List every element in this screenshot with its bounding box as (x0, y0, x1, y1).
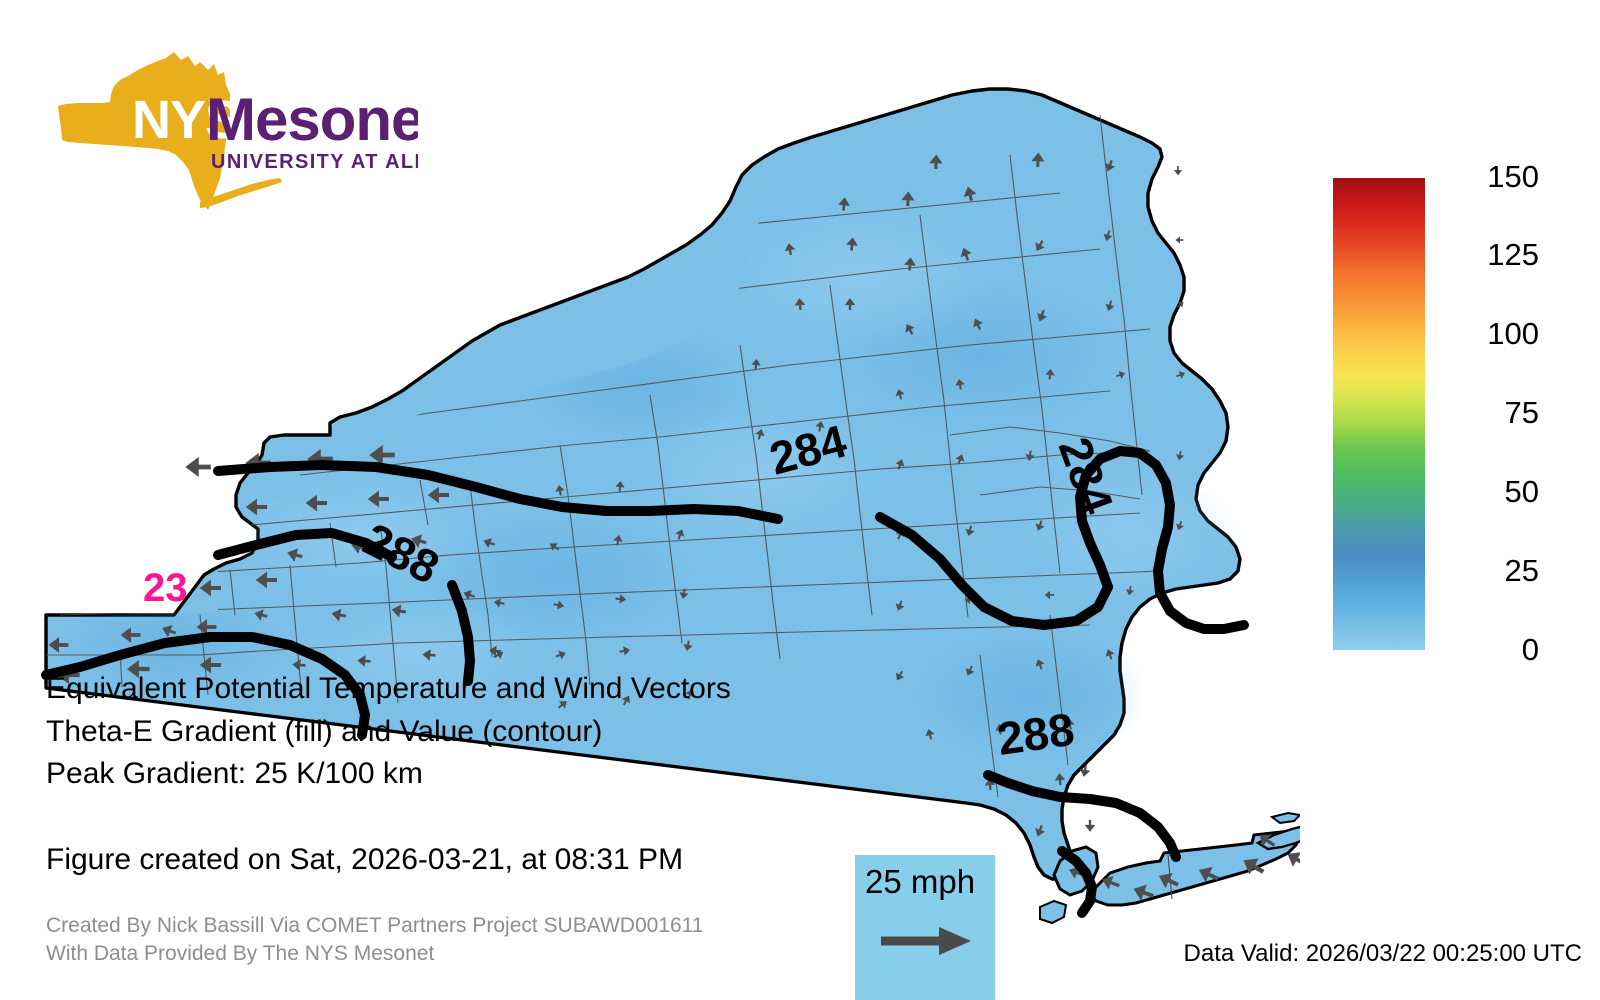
contour-284-central (213, 460, 783, 524)
peak-gradient-marker: 23 (143, 566, 188, 610)
credits-line-1: Created By Nick Bassill Via COMET Partne… (46, 914, 704, 937)
contour-288-nyc (1057, 846, 1097, 918)
colorbar-tick-125: 125 (1487, 237, 1539, 272)
long-island-polygon-east (1255, 825, 1300, 851)
shelter-island (1269, 811, 1300, 825)
colorbar-tick-25: 25 (1504, 553, 1539, 588)
contour-288-upper-tail (447, 580, 475, 686)
caption-subtitle: Theta-E Gradient (fill) and Value (conto… (46, 714, 603, 748)
county-boundaries (46, 114, 1161, 798)
credits-block: Created By Nick Bassill Via COMET Partne… (46, 912, 703, 969)
contour-284-loop (1075, 446, 1249, 634)
logo-nys-text: NYS (132, 90, 240, 150)
thetae-fill-texture (50, 205, 1240, 765)
contour-284-central-b (875, 512, 1113, 630)
caption-title: Equivalent Potential Temperature and Win… (46, 672, 731, 705)
logo-mesonet-text: Mesonet (206, 86, 418, 153)
colorbar-tick-0: 0 (1521, 632, 1539, 667)
colorbar-tick-50: 50 (1504, 474, 1539, 509)
data-valid-text: Data Valid: 2026/03/22 00:25:00 UTC (1183, 940, 1582, 967)
weather-map: 288 284 284 288 23 (0, 55, 1300, 945)
colorbar-tick-75: 75 (1504, 395, 1539, 430)
contour-label-288-southeast: 288 (994, 703, 1077, 765)
wind-legend-label: 25 mph (865, 863, 976, 900)
wind-speed-legend: 25 mph (855, 855, 995, 1000)
contour-288-southeast (983, 770, 1181, 862)
wind-arrow-icon (877, 921, 977, 961)
staten-island (1039, 899, 1068, 925)
caption-peak-gradient: Peak Gradient: 25 K/100 km (46, 757, 423, 791)
colorbar-tick-100: 100 (1487, 316, 1539, 351)
figure-created-text: Figure created on Sat, 2026-03-21, at 08… (46, 843, 684, 876)
logo-long-island-shape (200, 178, 282, 208)
contour-288-west (41, 632, 370, 740)
colorbar: 150 125 100 75 50 25 0 (1333, 161, 1583, 665)
contour-288-upper (213, 528, 397, 562)
logo-subtitle-text: UNIVERSITY AT ALBANY (211, 151, 418, 173)
logo-svg: NYS Mesonet UNIVERSITY AT ALBANY (58, 52, 418, 210)
thetae-contours (41, 446, 1249, 918)
caption-block: Equivalent Potential Temperature and Win… (46, 668, 866, 796)
map-svg: 288 284 284 288 23 (41, 87, 1300, 925)
credits-line-2: With Data Provided By The NYS Mesonet (46, 942, 435, 966)
colorbar-tick-150: 150 (1487, 159, 1539, 194)
nys-mesonet-logo: NYS Mesonet UNIVERSITY AT ALBANY (48, 50, 418, 215)
logo-state-shape (58, 52, 230, 210)
colorbar-gradient-bar (1333, 178, 1425, 650)
